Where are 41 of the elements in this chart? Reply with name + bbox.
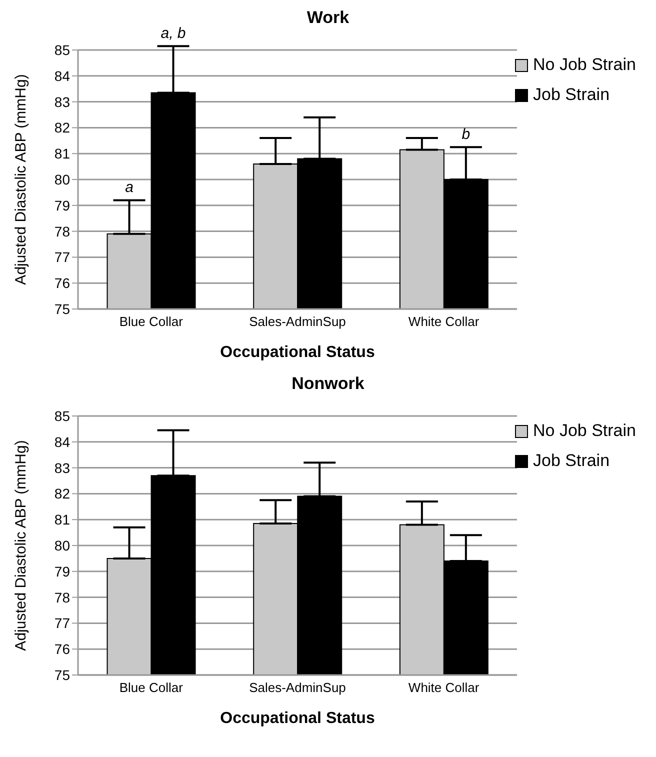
y-tick-label: 81	[54, 512, 70, 528]
y-tick-label: 85	[54, 42, 70, 58]
x-tick-label: Blue Collar	[119, 680, 184, 696]
y-tick-label: 76	[54, 275, 70, 292]
y-tick-label: 79	[54, 197, 70, 214]
y-tick-label: 75	[54, 300, 70, 317]
chart-title: Work	[306, 8, 350, 27]
y-tick-label: 84	[54, 68, 70, 84]
x-axis-title: Occupational Status	[220, 710, 375, 727]
x-tick-label: Sales-AdminSup	[249, 314, 346, 330]
y-tick-label: 85	[54, 408, 70, 424]
text: a, b	[160, 25, 186, 42]
x-tick-label: Blue Collar	[119, 314, 184, 330]
y-tick-label: 78	[54, 589, 70, 606]
y-tick-label: 78	[54, 223, 70, 240]
y-tick-label: 83	[54, 94, 70, 110]
legend-label: Job Strain	[533, 84, 610, 106]
y-tick-label: 76	[54, 641, 70, 658]
legend-label: No Job Strain	[533, 54, 636, 76]
y-tick-label: 75	[54, 666, 70, 683]
y-tick-label: 82	[54, 486, 70, 502]
y-tick-label: 81	[54, 146, 70, 162]
legend-label: Job Strain	[533, 450, 610, 472]
chart-title: Nonwork	[290, 374, 366, 393]
x-tick-label: White Collar	[408, 314, 480, 330]
y-tick-label: 84	[54, 434, 70, 450]
y-tick-label: 83	[54, 460, 70, 476]
y-tick-label: 77	[54, 615, 70, 632]
y-tick-label: 82	[54, 120, 70, 136]
annotation: a	[125, 179, 134, 196]
y-tick-label: 80	[54, 537, 70, 554]
y-tick-label: 79	[54, 563, 70, 580]
x-axis-title: Occupational Status	[220, 344, 375, 361]
y-tick-label: 80	[54, 171, 70, 188]
y-tick-label: 77	[54, 249, 70, 266]
y-axis-title: Adjusted Diastolic ABP (mmHg)	[12, 440, 30, 651]
y-axis-title: Adjusted Diastolic ABP (mmHg)	[12, 74, 30, 285]
x-tick-label: Sales-AdminSup	[249, 680, 346, 696]
x-tick-label: White Collar	[408, 680, 480, 696]
annotation: b	[462, 126, 470, 144]
legend-label: No Job Strain	[533, 420, 636, 442]
